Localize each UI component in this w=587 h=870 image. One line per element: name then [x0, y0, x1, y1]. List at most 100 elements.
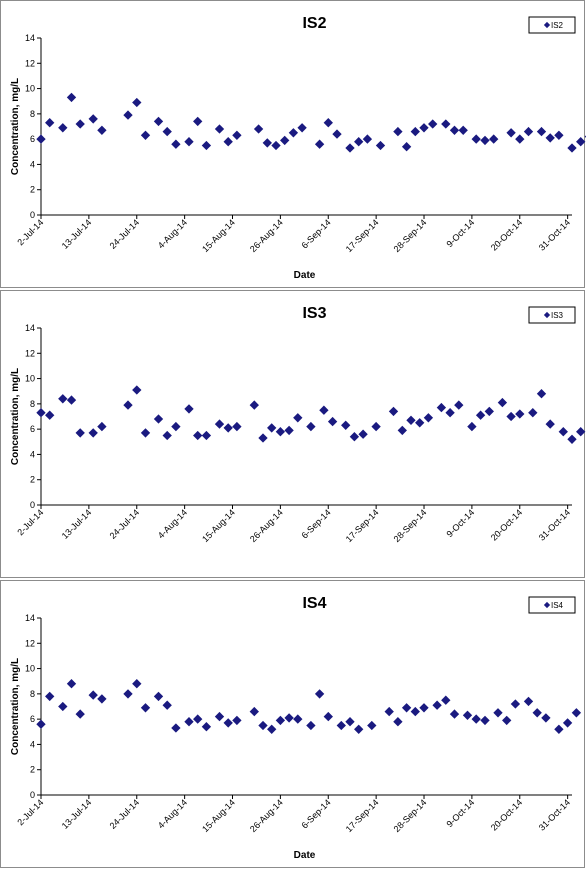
legend-box [528, 306, 576, 324]
x-tick-label: 17-Sep-14 [344, 797, 381, 834]
x-axis-label: Date [294, 270, 316, 281]
x-tick-label: 15-Aug-14 [200, 797, 237, 834]
data-point [297, 123, 307, 133]
x-tick-label: 6-Sep-14 [299, 217, 332, 250]
data-point [532, 708, 542, 718]
y-tick-label: 0 [30, 790, 35, 800]
data-point [410, 126, 420, 137]
data-point [336, 720, 346, 731]
data-point [293, 714, 303, 724]
chart-svg-is3: IS3 0 2 4 6 8 10 12 14 2-Jul-14 13-Jul-14 24-Jul-14… [10, 305, 586, 544]
data-point [332, 129, 342, 139]
x-tick-label: 4-Aug-14 [156, 797, 189, 830]
data-point [406, 415, 416, 425]
data-point [536, 389, 547, 399]
x-tick-label: 6-Sep-14 [299, 797, 332, 830]
data-point [66, 679, 77, 689]
data-point [267, 423, 277, 433]
data-point [193, 116, 203, 127]
data-point [97, 694, 107, 704]
y-tick-label: 2 [30, 765, 35, 775]
data-point [449, 709, 460, 719]
data-point [162, 700, 172, 710]
x-tick-label: 6-Sep-14 [299, 507, 332, 540]
x-tick-label: 31-Oct-14 [537, 797, 572, 832]
data-point [506, 128, 516, 138]
data-point [45, 118, 55, 128]
data-point [306, 421, 316, 432]
x-tick-label: 17-Sep-14 [344, 217, 381, 254]
data-point [480, 715, 490, 726]
y-axis-label: Concentration, mg/L [10, 368, 21, 465]
y-tick-label: 2 [30, 185, 35, 195]
legend-label: IS2 [551, 21, 564, 30]
data-point [249, 400, 259, 410]
data-point [545, 133, 555, 143]
data-point [45, 691, 55, 702]
data-point [275, 715, 286, 726]
data-point [88, 114, 98, 124]
chart-panel-is3: IS3 0 2 4 6 8 10 12 14 2-Jul-14 13-Jul-14 24-Jul-14… [0, 290, 586, 578]
data-point [489, 134, 499, 144]
data-point [341, 420, 351, 430]
x-tick-label: 24-Jul-14 [108, 797, 142, 831]
x-tick-label: 15-Aug-14 [200, 507, 237, 544]
data-point [515, 409, 525, 419]
data-point [223, 423, 233, 433]
y-axis-label: Concentration, mg/L [10, 78, 21, 175]
data-point [271, 140, 281, 151]
data-point [36, 719, 46, 729]
data-point [497, 397, 508, 408]
legend: IS2 [528, 16, 576, 34]
data-point [140, 130, 151, 140]
data-point [375, 140, 386, 151]
x-tick-label: 9-Oct-14 [444, 217, 476, 249]
data-point [284, 425, 294, 436]
data-point [75, 119, 85, 129]
x-tick-label: 2-Jul-14 [15, 507, 45, 537]
data-point [410, 706, 420, 717]
data-point [140, 703, 151, 713]
y-tick-label: 8 [30, 399, 35, 409]
x-tick-label: 17-Sep-14 [344, 507, 381, 544]
data-point [354, 137, 364, 147]
chart-svg-is4: IS4 0 2 4 6 8 10 12 14 2-Jul-14 13-Jul-14 24-Jul-14… [10, 595, 582, 861]
data-point [441, 695, 451, 705]
data-point [123, 689, 133, 699]
data-point [401, 142, 412, 152]
data-point [554, 130, 564, 140]
data-point [201, 140, 212, 151]
data-point [354, 724, 364, 734]
y-tick-label: 14 [25, 33, 35, 43]
data-point [567, 143, 577, 153]
data-point [462, 710, 473, 720]
data-point [184, 404, 194, 414]
y-tick-label: 0 [30, 210, 35, 220]
data-point [327, 416, 338, 427]
data-point [153, 691, 164, 702]
data-point [506, 411, 516, 422]
data-point [184, 137, 194, 147]
data-point [123, 400, 133, 410]
y-tick-label: 4 [30, 159, 35, 169]
data-point [515, 134, 525, 144]
data-point [397, 425, 407, 436]
data-point [423, 413, 434, 423]
data-point [415, 418, 425, 428]
data-point [323, 711, 333, 722]
data-point [467, 421, 477, 432]
data-point [384, 706, 394, 717]
x-tick-label: 13-Jul-14 [60, 217, 94, 251]
data-point [419, 123, 429, 133]
data-point [471, 714, 481, 724]
data-point [293, 413, 303, 423]
data-point [284, 713, 294, 723]
data-point [214, 711, 225, 722]
data-point [475, 410, 486, 420]
data-point [275, 427, 286, 437]
data-point [567, 434, 577, 444]
chart-panel-is2: IS2 0 2 4 6 8 10 12 14 2-Jul-14 13-Jul-14 24-Jul-14… [0, 0, 586, 288]
legend: IS3 [528, 306, 576, 324]
data-point [75, 428, 85, 438]
data-point [153, 414, 164, 424]
